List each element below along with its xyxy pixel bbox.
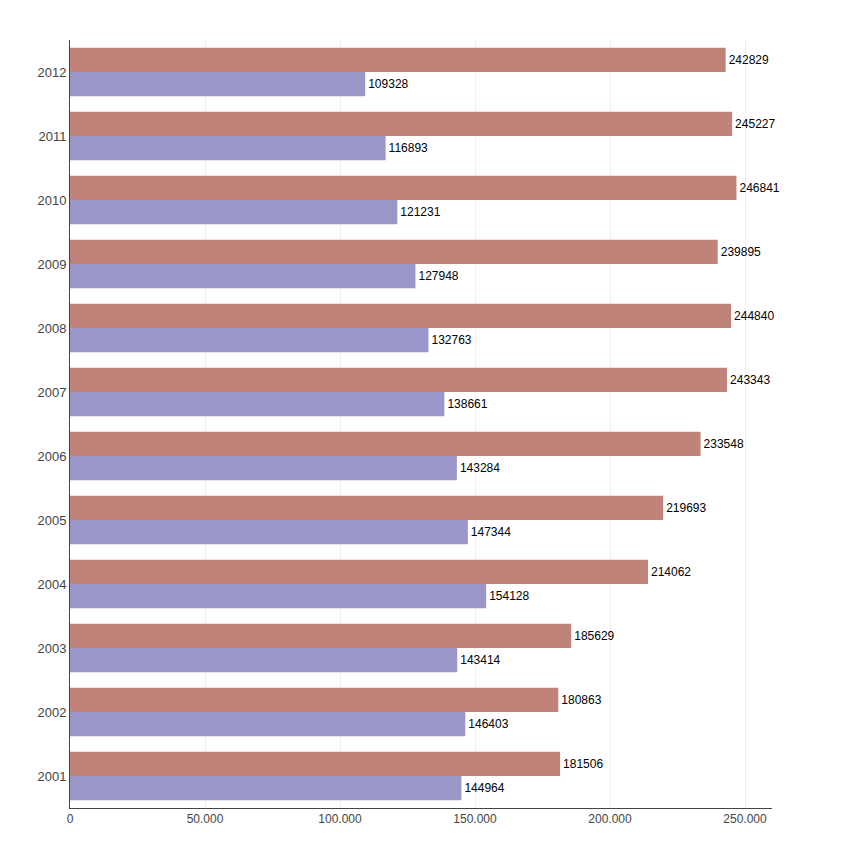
svg-text:242829: 242829 xyxy=(729,53,769,67)
svg-text:109328: 109328 xyxy=(368,77,408,91)
svg-text:2005: 2005 xyxy=(37,513,66,528)
svg-text:138661: 138661 xyxy=(447,397,487,411)
svg-text:214062: 214062 xyxy=(651,565,691,579)
svg-text:150.000: 150.000 xyxy=(453,812,497,826)
svg-text:246841: 246841 xyxy=(739,181,779,195)
svg-text:100.000: 100.000 xyxy=(318,812,362,826)
svg-text:144964: 144964 xyxy=(464,781,504,795)
svg-text:239895: 239895 xyxy=(721,245,761,259)
svg-text:2006: 2006 xyxy=(37,449,66,464)
svg-text:243343: 243343 xyxy=(730,373,770,387)
svg-text:146403: 146403 xyxy=(468,717,508,731)
svg-text:116893: 116893 xyxy=(389,141,428,155)
svg-text:250.000: 250.000 xyxy=(723,812,767,826)
svg-text:127948: 127948 xyxy=(418,269,458,283)
svg-text:200.000: 200.000 xyxy=(588,812,632,826)
svg-text:2001: 2001 xyxy=(37,769,66,784)
svg-text:2002: 2002 xyxy=(37,705,66,720)
svg-text:181506: 181506 xyxy=(563,757,603,771)
svg-text:185629: 185629 xyxy=(574,629,614,643)
svg-text:180863: 180863 xyxy=(561,693,601,707)
svg-text:132763: 132763 xyxy=(431,333,471,347)
svg-text:2008: 2008 xyxy=(37,321,66,336)
svg-text:50.000: 50.000 xyxy=(187,812,224,826)
svg-text:147344: 147344 xyxy=(471,525,511,539)
svg-text:219693: 219693 xyxy=(666,501,706,515)
svg-text:245227: 245227 xyxy=(735,117,775,131)
svg-text:2003: 2003 xyxy=(37,641,66,656)
svg-text:143284: 143284 xyxy=(460,461,500,475)
svg-text:154128: 154128 xyxy=(489,589,529,603)
svg-text:0: 0 xyxy=(67,812,74,826)
svg-text:143414: 143414 xyxy=(460,653,500,667)
svg-text:2007: 2007 xyxy=(37,385,66,400)
svg-text:121231: 121231 xyxy=(400,205,440,219)
svg-text:2009: 2009 xyxy=(37,257,66,272)
svg-text:233548: 233548 xyxy=(704,437,744,451)
svg-text:2010: 2010 xyxy=(37,193,66,208)
svg-text:2004: 2004 xyxy=(37,577,66,592)
svg-text:244840: 244840 xyxy=(734,309,774,323)
svg-text:2011: 2011 xyxy=(38,129,66,144)
svg-text:2012: 2012 xyxy=(37,65,66,80)
